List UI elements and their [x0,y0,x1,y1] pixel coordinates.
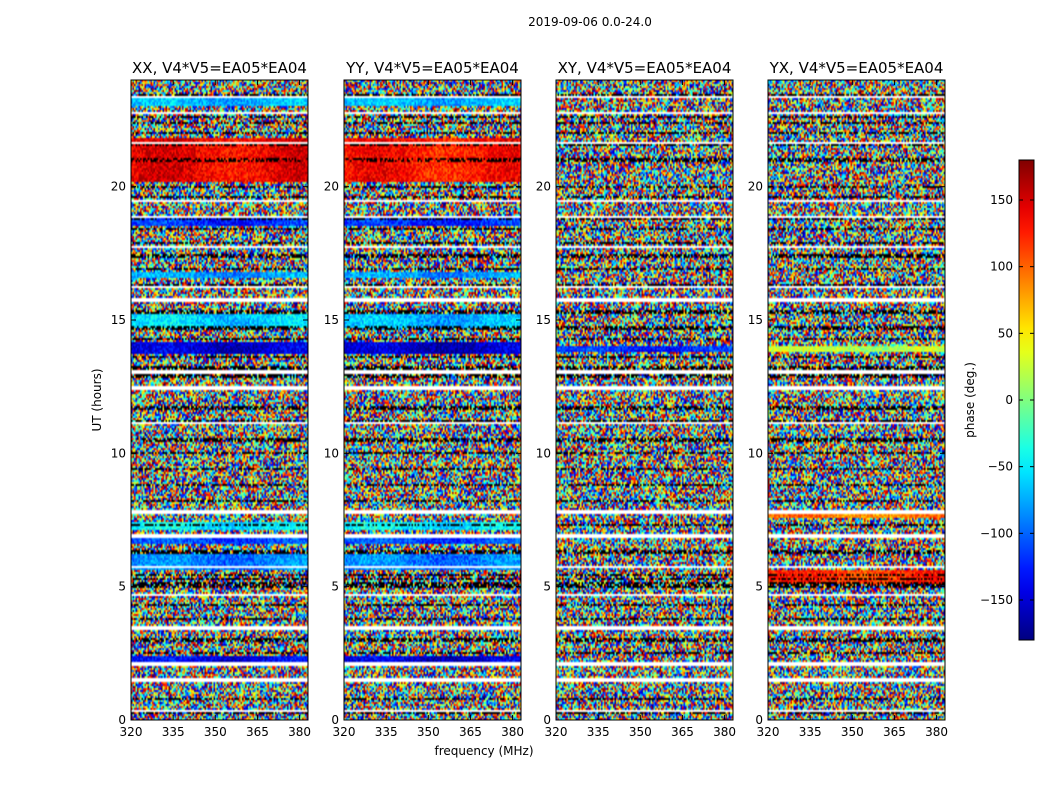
y-tick-label: 10 [111,446,126,460]
x-tick-label: 350 [629,725,652,739]
x-tick-label: 320 [757,725,780,739]
phase-heatmap-1 [131,80,308,720]
panel-title: YY, V4*V5=EA05*EA04 [345,59,519,77]
y-tick-label: 5 [331,580,339,594]
phase-heatmap-4 [768,80,945,720]
x-tick-label: 335 [799,725,822,739]
y-tick-label: 0 [543,713,551,727]
colorbar-tick-label: −150 [980,593,1013,607]
y-tick-label: 10 [536,446,551,460]
x-tick-label: 320 [120,725,143,739]
phase-heatmap-3 [556,80,733,720]
y-axis-label: UT (hours) [90,368,104,431]
panel-4: YX, V4*V5=EA05*EA04 320 335 350 365 380 0 5 10 15… [748,59,948,739]
x-tick-label: 350 [417,725,440,739]
colorbar-tick-label: −100 [980,526,1013,540]
y-tick-label: 10 [748,446,763,460]
y-tick-label: 15 [536,313,551,327]
y-tick-label: 5 [755,580,763,594]
phase-heatmap-2 [344,80,521,720]
y-tick-label: 20 [324,180,339,194]
colorbar-tick-label: 150 [990,193,1013,207]
y-tick-label: 10 [324,446,339,460]
panel-title: XX, V4*V5=EA05*EA04 [132,59,307,77]
panel-3: XY, V4*V5=EA05*EA04 320 335 350 365 380 0 5 10 15… [536,59,736,739]
colorbar-tick-label: 0 [1005,393,1013,407]
y-tick-label: 0 [331,713,339,727]
figure-title: 2019-09-06 0.0-24.0 [528,15,652,29]
x-tick-label: 335 [587,725,610,739]
x-axis-label: frequency (MHz) [434,744,533,758]
colorbar-label: phase (deg.) [963,362,977,438]
x-tick-label: 350 [204,725,227,739]
x-tick-label: 380 [288,725,311,739]
plot-frame [130,79,309,721]
y-tick-label: 15 [748,313,763,327]
plot-frame [343,79,522,721]
x-tick-label: 350 [841,725,864,739]
panel-title: YX, V4*V5=EA05*EA04 [769,59,944,77]
x-tick-label: 320 [333,725,356,739]
y-tick-label: 20 [536,180,551,194]
panel-title: XY, V4*V5=EA05*EA04 [558,59,732,77]
x-tick-label: 320 [545,725,568,739]
x-tick-label: 335 [162,725,185,739]
y-tick-label: 20 [748,180,763,194]
x-tick-label: 365 [883,725,906,739]
panel-2: YY, V4*V5=EA05*EA04 320 335 350 365 380 0 5 10 15… [324,59,524,739]
plot-frame [767,79,946,721]
plot-frame [555,79,734,721]
x-tick-label: 365 [459,725,482,739]
x-tick-label: 380 [713,725,736,739]
y-tick-label: 0 [755,713,763,727]
x-tick-label: 365 [671,725,694,739]
x-tick-label: 380 [925,725,948,739]
y-tick-label: 20 [111,180,126,194]
colorbar: −150 −100 −50 0 50 100 150 [980,159,1035,641]
y-tick-label: 15 [111,313,126,327]
y-tick-label: 0 [118,713,126,727]
panel-1: XX, V4*V5=EA05*EA04 320 335 350 365 380 0 5 10 15… [111,59,311,739]
y-tick-label: 5 [543,580,551,594]
y-tick-label: 15 [324,313,339,327]
colorbar-tick-label: 100 [990,260,1013,274]
y-tick-label: 5 [118,580,126,594]
colorbar-tick-label: 50 [998,326,1013,340]
colorbar-tick-label: −50 [988,460,1013,474]
x-tick-label: 380 [501,725,524,739]
x-tick-label: 335 [375,725,398,739]
x-tick-label: 365 [246,725,269,739]
